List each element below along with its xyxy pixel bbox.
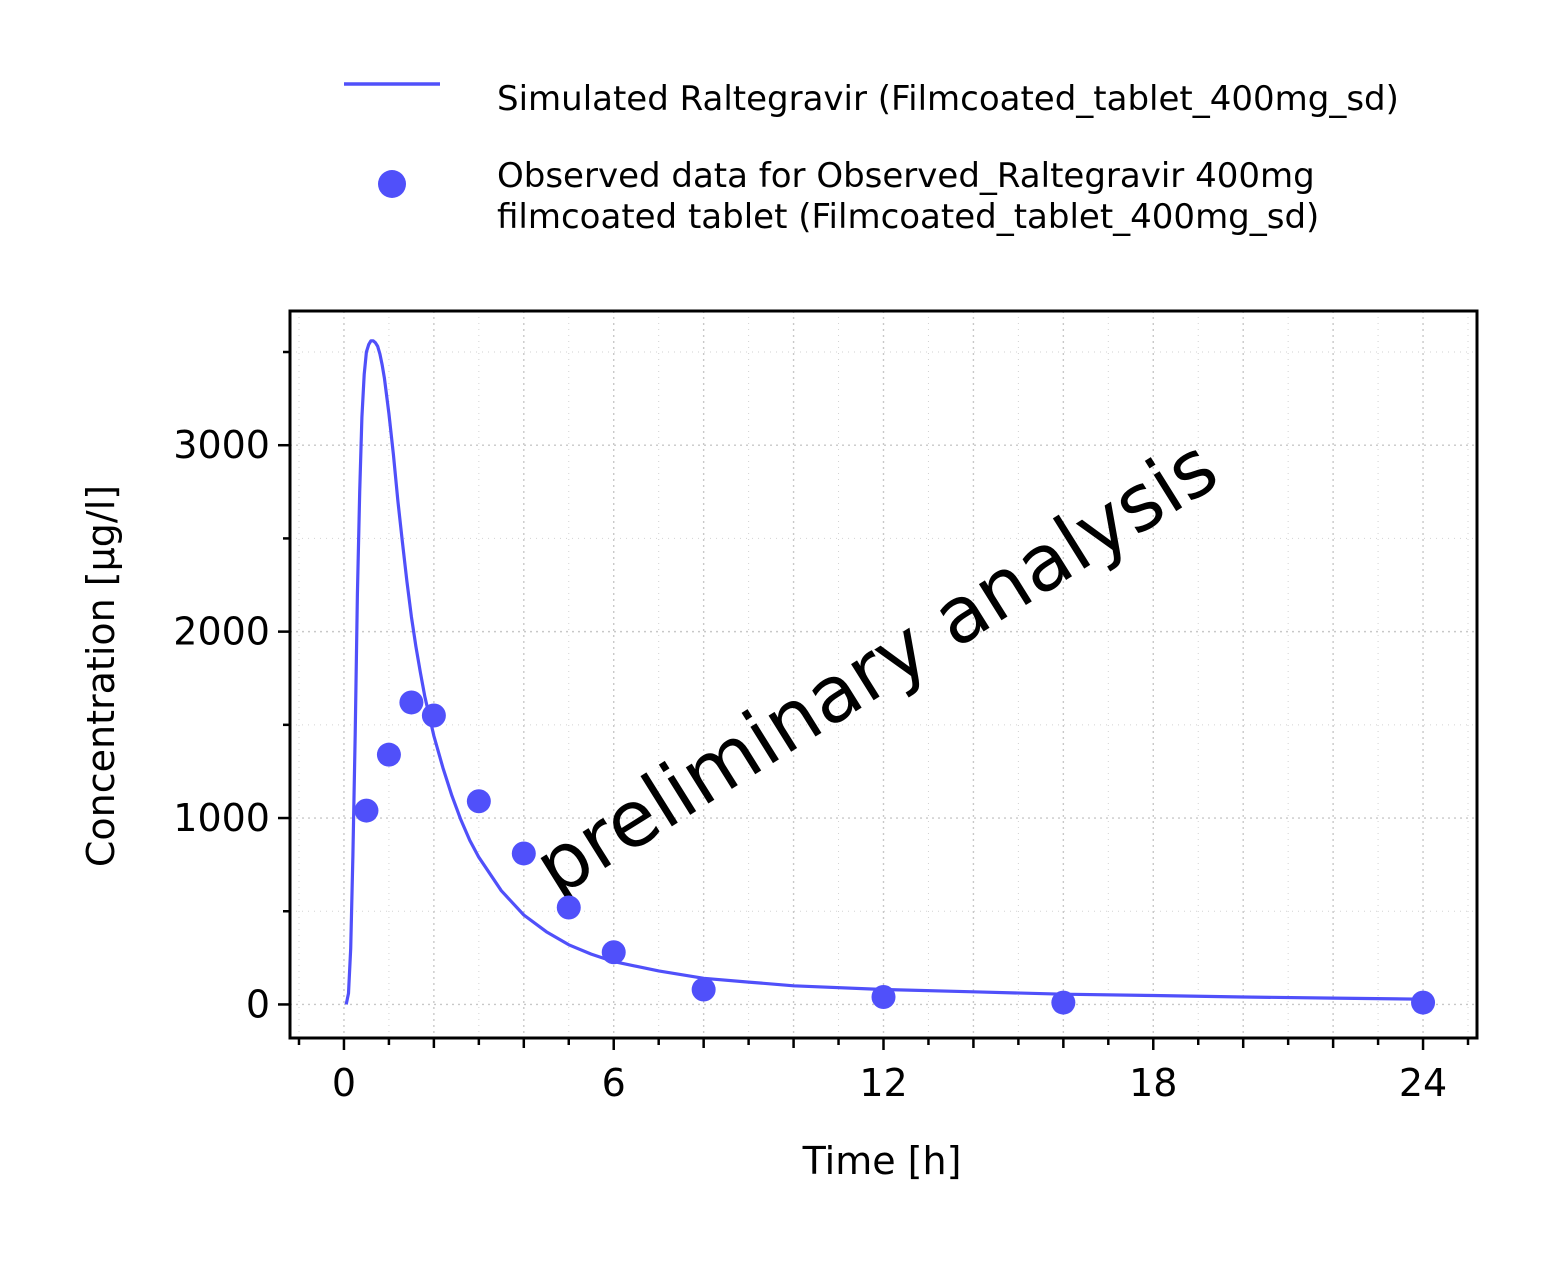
legend-label-observed-line2: filmcoated tablet (Filmcoated_tablet_400… xyxy=(497,197,1319,237)
y-tick-label: 2000 xyxy=(173,610,270,654)
data-point-observed xyxy=(601,940,626,965)
y-tick-label: 0 xyxy=(246,982,270,1026)
data-point-observed xyxy=(466,789,491,814)
legend-label-simulated: Simulated Raltegravir (Filmcoated_tablet… xyxy=(497,79,1399,119)
legend-label-observed-line1: Observed data for Observed_Raltegravir 4… xyxy=(497,156,1315,196)
data-point-observed xyxy=(556,895,581,920)
data-point-observed xyxy=(511,841,536,866)
x-tick-label: 18 xyxy=(1129,1061,1177,1105)
data-point-observed xyxy=(354,798,379,823)
x-tick-label: 12 xyxy=(859,1061,907,1105)
x-axis-label: Time [h] xyxy=(802,1139,962,1183)
series-layer xyxy=(344,339,1436,1015)
y-tick-label: 1000 xyxy=(173,796,270,840)
data-point-observed xyxy=(691,977,716,1002)
grid xyxy=(290,311,1477,1038)
x-tick-label: 24 xyxy=(1399,1061,1447,1105)
legend: Simulated Raltegravir (Filmcoated_tablet… xyxy=(344,79,1399,237)
y-tick-label: 3000 xyxy=(173,423,270,467)
axes: 0 6 12 18 24 0 1000 2000 3000 xyxy=(173,309,1479,1105)
data-point-observed xyxy=(421,703,446,728)
data-point-observed xyxy=(1051,990,1076,1015)
data-point-observed xyxy=(399,690,424,715)
legend-dot-marker xyxy=(378,170,406,198)
x-tick-label: 0 xyxy=(332,1061,356,1105)
data-point-observed xyxy=(376,742,401,767)
series-line-simulated xyxy=(344,339,1424,1005)
x-tick-label: 6 xyxy=(602,1061,626,1105)
data-point-observed xyxy=(1411,990,1436,1015)
y-axis-label: Concentration [µg/l] xyxy=(79,485,123,867)
data-point-observed xyxy=(871,984,896,1009)
